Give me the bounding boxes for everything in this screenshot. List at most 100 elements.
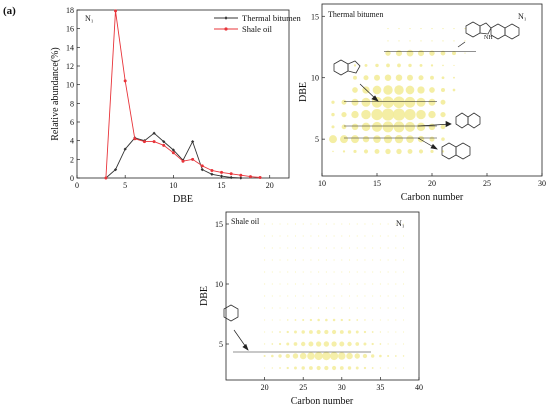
bubble [310, 295, 312, 297]
bubble [353, 64, 357, 67]
legend-item-shale-oil: Shale oil [214, 24, 273, 34]
bubble [264, 223, 266, 225]
bubble [407, 148, 413, 154]
bubble [372, 85, 382, 95]
y-axis-label: DBE [199, 286, 210, 306]
bubble [287, 271, 289, 273]
bubble [372, 283, 374, 285]
bubble [308, 341, 314, 347]
bubble [395, 247, 397, 249]
bubble [339, 366, 344, 370]
bubble [372, 247, 374, 249]
bubble [361, 122, 371, 132]
bubble [386, 63, 390, 68]
bubble [430, 149, 434, 154]
legend-item-thermal-bitumen: Thermal bitumen [214, 13, 302, 23]
bubble [356, 247, 358, 249]
bubble [418, 75, 424, 81]
bubble [339, 341, 345, 347]
bubble [348, 223, 351, 225]
bubble [430, 75, 434, 80]
bubble [453, 64, 455, 67]
bubble [299, 352, 307, 360]
x-tick-label: 30 [538, 179, 546, 188]
bubble [287, 307, 289, 309]
bubble [387, 343, 389, 345]
bubble [301, 366, 305, 370]
bubble [310, 283, 312, 285]
bubble [332, 318, 336, 322]
shale-oil-bubble-panel: 20 25 30 35 40 5 10 15 Carbon number DBE Shale… [199, 211, 423, 407]
data-point [104, 176, 108, 180]
bubble [403, 247, 405, 249]
bubble [333, 295, 335, 297]
bubble [318, 271, 320, 273]
bubble [395, 367, 397, 369]
pyridine-structure-icon [223, 304, 239, 322]
legend: Thermal bitumen Shale oil [214, 13, 302, 34]
bubble [364, 235, 366, 237]
bubble [271, 343, 274, 345]
bubble [363, 75, 369, 81]
data-point [258, 176, 262, 180]
bubble [279, 367, 281, 369]
bubble [331, 125, 335, 129]
bubble [325, 271, 327, 273]
bubble [318, 235, 320, 237]
bubble [371, 367, 374, 369]
bubble [379, 223, 381, 225]
bubble [362, 353, 368, 359]
bubble-group [263, 223, 405, 371]
bubble [396, 148, 402, 155]
bubble [464, 27, 466, 30]
bubble [379, 235, 381, 237]
data-point [142, 140, 146, 144]
bubble [356, 235, 358, 237]
nh-label: NH [484, 35, 493, 41]
bubble-group [329, 27, 466, 155]
bubble [279, 247, 281, 249]
bubble [278, 354, 282, 358]
bubble [333, 247, 335, 249]
bubble [384, 74, 392, 81]
bubble [271, 354, 274, 358]
n1-annotation: N₁ [518, 12, 527, 21]
bubble [271, 259, 273, 261]
bubble [302, 295, 304, 297]
bubble [394, 135, 404, 144]
arrow-line [457, 41, 466, 48]
legend-label: Thermal bitumen [242, 13, 302, 23]
x-tick-label: 25 [299, 383, 307, 392]
bubble [453, 76, 455, 79]
bubble [383, 135, 393, 144]
bubble [395, 283, 397, 285]
y-tick-label: 0 [70, 174, 74, 183]
data-point [210, 169, 214, 173]
bubble [318, 295, 320, 297]
benzocarbazole-structure-icon: NH [465, 21, 520, 41]
bubble [292, 353, 299, 359]
bubble [420, 40, 422, 42]
bubble [395, 295, 397, 297]
bubble [332, 329, 337, 335]
bubble [346, 352, 353, 360]
data-point [229, 175, 233, 180]
bubble [387, 367, 389, 369]
bubble [372, 307, 374, 309]
bubble [351, 98, 359, 106]
arrow [233, 329, 249, 351]
bubble [379, 354, 382, 358]
bubble [287, 223, 289, 225]
bubble [341, 295, 343, 297]
bubble [332, 365, 337, 371]
bubble [348, 259, 351, 261]
bubble [398, 27, 400, 30]
bubble [310, 307, 312, 309]
bubble [294, 307, 297, 309]
bubble [395, 50, 403, 57]
bubble [364, 307, 366, 309]
bubble [294, 259, 297, 261]
bubble [309, 318, 313, 322]
bubble [333, 223, 335, 225]
bubble [429, 87, 435, 93]
